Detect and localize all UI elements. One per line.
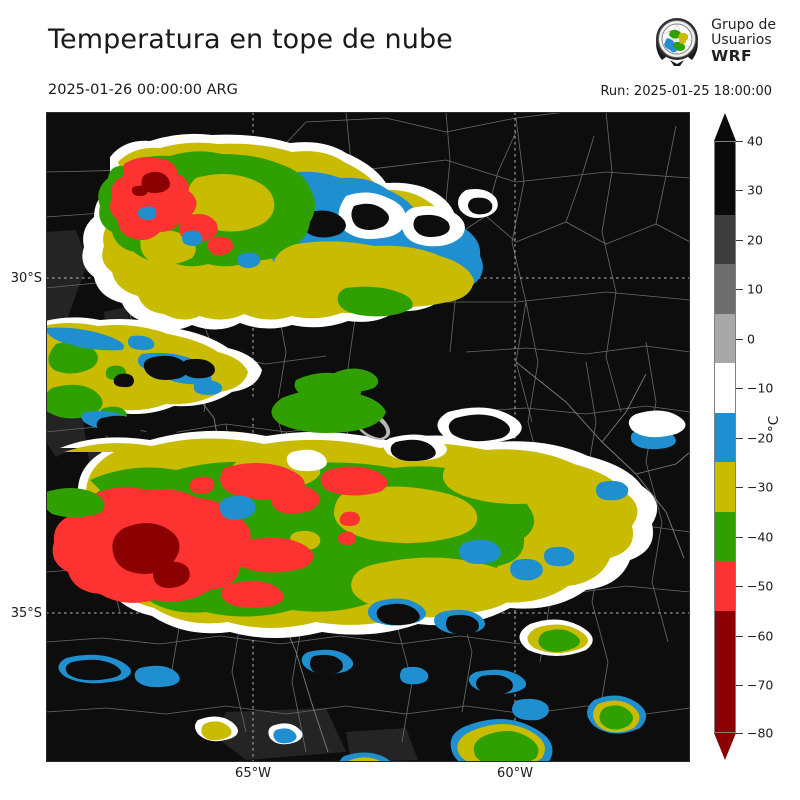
central-mcs <box>46 368 686 721</box>
colorbar-tick-label: −70 <box>747 677 774 693</box>
colorbar-band-green <box>714 512 736 561</box>
colorbar[interactable]: 40 30 20 10 0 −10 −20 −30 −40 −50 −60 −7… <box>714 113 773 760</box>
map-panel[interactable] <box>46 112 690 762</box>
colorbar-band-dark-yellow <box>714 462 736 512</box>
colorbar-tick-label: 30 <box>747 182 763 198</box>
logo-line-1: Grupo de <box>711 16 776 33</box>
colorbar-tick-label: 10 <box>747 281 763 297</box>
colorbar-tick-label: 0 <box>747 331 755 347</box>
southeast-cells <box>195 619 647 762</box>
logo-text: Grupo de Usuarios WRF <box>711 16 776 65</box>
colorbar-tick <box>736 586 743 587</box>
colorbar-tick <box>736 190 743 191</box>
colorbar-band-blue <box>714 413 736 462</box>
colorbar-tick <box>736 685 743 686</box>
colorbar-tick <box>736 289 743 290</box>
colorbar-tick <box>736 733 743 734</box>
colorbar-band-red <box>714 561 736 611</box>
ytick-label-30s: 30°S <box>10 271 42 286</box>
colorbar-tick-label: −40 <box>747 529 774 545</box>
colorbar-gradient <box>714 141 736 733</box>
colorbar-tick <box>736 487 743 488</box>
colorbar-band-black <box>714 141 736 215</box>
colorbar-extend-min-arrow <box>714 733 736 760</box>
model-run-label: Run: 2025-01-25 18:00:00 <box>600 84 772 99</box>
colorbar-tick-label: −50 <box>747 578 774 594</box>
colorbar-band-white <box>714 363 736 413</box>
colorbar-tick <box>736 141 743 142</box>
colorbar-tick <box>736 339 743 340</box>
colorbar-tick <box>736 240 743 241</box>
page-title: Temperatura en tope de nube <box>48 24 453 55</box>
colorbar-tick <box>736 537 743 538</box>
colorbar-tick-label: 20 <box>747 232 763 248</box>
colorbar-tick <box>736 636 743 637</box>
colorbar-tick-label: −80 <box>747 725 774 741</box>
xtick-label-60w: 60°W <box>497 766 533 781</box>
colorbar-band-light-gray <box>714 314 736 363</box>
colorbar-tick-label: −10 <box>747 380 774 396</box>
ytick-label-35s: 35°S <box>10 606 42 621</box>
cloud-top-temperature-raster <box>46 112 690 762</box>
colorbar-tick-label: −20 <box>747 430 774 446</box>
globe-seal-emblem-icon <box>650 14 704 68</box>
northern-convective-system <box>82 133 498 330</box>
colorbar-tick <box>736 438 743 439</box>
western-cluster <box>46 317 262 439</box>
colorbar-extend-max-arrow <box>714 113 736 141</box>
colorbar-band-mid-gray <box>714 264 736 314</box>
valid-time-label: 2025-01-26 00:00:00 ARG <box>48 82 238 98</box>
colorbar-tick-label: −30 <box>747 479 774 495</box>
logo-line-2: Usuarios <box>711 31 772 48</box>
colorbar-unit-label: °C <box>766 415 782 432</box>
colorbar-tick-label: 40 <box>747 133 763 149</box>
colorbar-band-dark-gray <box>714 215 736 264</box>
logo-line-3: WRF <box>711 46 752 65</box>
logo: Grupo de Usuarios WRF <box>650 14 776 68</box>
colorbar-band-dark-red <box>714 611 736 733</box>
colorbar-tick-label: −60 <box>747 628 774 644</box>
colorbar-tick <box>736 388 743 389</box>
xtick-label-65w: 65°W <box>235 766 271 781</box>
